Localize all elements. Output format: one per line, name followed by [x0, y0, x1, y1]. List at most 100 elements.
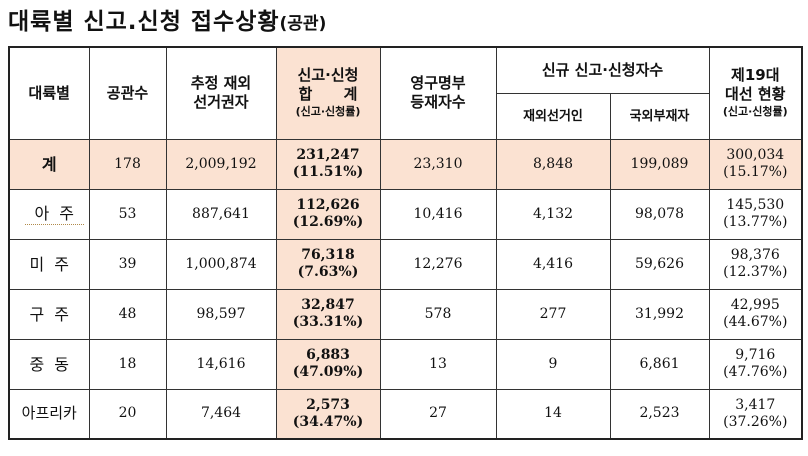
header-region: 대륙별	[8, 46, 90, 140]
cell-report-rate: (47.09%)	[292, 364, 364, 380]
region-label: 구주	[8, 288, 90, 340]
header-report-line2: 합 계	[298, 85, 358, 104]
cell-permanent: 10,416	[379, 188, 497, 240]
header-permanent-line2: 등재자수	[410, 93, 466, 112]
header-estimated-voters: 추정 재외 선거권자	[165, 46, 277, 140]
region-label-text: 아프리카	[21, 404, 77, 423]
cell-permanent: 12,276	[379, 238, 497, 290]
cell-missions: 53	[88, 188, 167, 240]
cell-report-rate: (34.47%)	[292, 413, 364, 430]
cell-overseas: 4,132	[495, 188, 611, 240]
cell-overseas: 4,416	[495, 238, 611, 290]
cell-report-value: 2,573	[306, 396, 350, 413]
table-row: 미주 39 1,000,874 76,318 (7.63%) 12,276 4,…	[8, 238, 803, 290]
cell-estimated: 887,641	[165, 188, 277, 240]
cell-report: 32,847 (33.31%)	[275, 288, 381, 340]
cell-missions: 20	[88, 388, 167, 440]
total-permanent: 23,310	[379, 138, 497, 190]
cell-e19-rate: (37.26%)	[723, 413, 788, 430]
total-estimated: 2,009,192	[165, 138, 277, 190]
cell-report-value: 6,883	[306, 347, 350, 363]
cell-estimated: 7,464	[165, 388, 277, 440]
total-row: 계 178 2,009,192 231,247 (11.51%) 23,310 …	[8, 138, 803, 190]
total-absentee: 199,089	[609, 138, 710, 190]
total-label: 계	[8, 138, 90, 190]
status-table: 대륙별 공관수 추정 재외 선거권자 신고·신청 합 계 (신고·신청률) 영구…	[8, 46, 804, 440]
cell-absentee: 59,626	[609, 238, 710, 290]
total-report-value: 231,247	[296, 147, 360, 163]
header-report-note: (신고·신청률)	[295, 105, 361, 119]
region-label-text: 중동	[29, 354, 79, 374]
header-estimated-line2: 선거권자	[193, 93, 249, 112]
cell-report-value: 76,318	[301, 247, 355, 263]
cell-permanent: 27	[379, 388, 497, 440]
cell-report-value: 112,626	[296, 197, 360, 213]
title-suffix: (공관)	[279, 14, 327, 34]
cell-report: 76,318 (7.63%)	[275, 238, 381, 290]
page-title: 대륙별 신고.신청 접수상황(공관)	[8, 4, 326, 40]
cell-missions: 18	[88, 338, 167, 390]
cell-absentee: 98,078	[609, 188, 710, 240]
cell-overseas: 277	[495, 288, 611, 340]
cell-estimated: 1,000,874	[165, 238, 277, 290]
cell-e19: 145,530 (13.77%)	[708, 188, 803, 240]
table-row: 중동 18 14,616 6,883 (47.09%) 13 9 6,861 9…	[8, 338, 803, 390]
cell-e19: 9,716 (47.76%)	[708, 338, 803, 390]
header-report-total: 신고·신청 합 계 (신고·신청률)	[275, 46, 381, 140]
total-overseas: 8,848	[495, 138, 611, 190]
region-label-text: 구주	[29, 304, 79, 324]
cell-e19-rate: (44.67%)	[723, 314, 788, 330]
cell-absentee: 2,523	[609, 388, 710, 440]
cell-e19-value: 3,417	[735, 396, 776, 413]
total-e19-rate: (15.17%)	[723, 164, 788, 180]
cell-report-rate: (12.69%)	[292, 214, 364, 230]
region-label: 미주	[8, 238, 90, 290]
total-report: 231,247 (11.51%)	[275, 138, 381, 190]
cell-estimated: 98,597	[165, 288, 277, 340]
table-row: 아주 53 887,641 112,626 (12.69%) 10,416 4,…	[8, 188, 803, 240]
header-missions: 공관수	[88, 46, 167, 140]
cell-permanent: 13	[379, 338, 497, 390]
cell-e19-value: 98,376	[730, 247, 780, 263]
region-label: 중동	[8, 338, 90, 390]
table-row: 구주 48 98,597 32,847 (33.31%) 578 277 31,…	[8, 288, 803, 340]
cell-absentee: 31,992	[609, 288, 710, 340]
cell-e19-rate: (12.37%)	[723, 264, 788, 280]
cell-e19: 42,995 (44.67%)	[708, 288, 803, 340]
cell-overseas: 14	[495, 388, 611, 440]
title-main: 대륙별 신고.신청 접수상황	[8, 9, 280, 35]
cell-permanent: 578	[379, 288, 497, 340]
header-election-19: 제19대 대선 현황 (신고·신청률)	[708, 46, 803, 140]
cell-overseas: 9	[495, 338, 611, 390]
header-e19-line2: 대선 현황	[725, 85, 786, 104]
header-abroad-absentee: 국외부재자	[609, 92, 710, 140]
cell-e19: 3,417 (37.26%)	[708, 388, 803, 440]
header-permanent: 영구명부 등재자수	[379, 46, 497, 140]
cell-e19-rate: (13.77%)	[723, 214, 788, 230]
cell-missions: 39	[88, 238, 167, 290]
region-label: 아프리카	[8, 388, 90, 440]
header-estimated-line1: 추정 재외	[190, 74, 252, 93]
cell-e19-value: 9,716	[735, 347, 776, 363]
region-label-text: 미주	[29, 254, 79, 274]
header-e19-note: (신고·신청률)	[722, 105, 788, 119]
cell-report-value: 32,847	[301, 297, 355, 313]
cell-e19: 98,376 (12.37%)	[708, 238, 803, 290]
cell-e19-value: 145,530	[726, 197, 785, 213]
region-label: 아주	[8, 188, 90, 240]
cell-report-rate: (7.63%)	[297, 264, 359, 280]
cell-estimated: 14,616	[165, 338, 277, 390]
total-report-rate: (11.51%)	[292, 164, 364, 180]
cell-e19-value: 42,995	[730, 297, 780, 313]
header-new-group: 신규 신고·신청자수	[495, 46, 710, 94]
cell-report: 112,626 (12.69%)	[275, 188, 381, 240]
total-missions: 178	[88, 138, 167, 190]
cell-report: 6,883 (47.09%)	[275, 338, 381, 390]
header-permanent-line1: 영구명부	[410, 74, 466, 93]
header-row-1: 대륙별 공관수 추정 재외 선거권자 신고·신청 합 계 (신고·신청률) 영구…	[8, 46, 803, 140]
cell-report-rate: (33.31%)	[292, 314, 364, 330]
total-e19-value: 300,034	[726, 147, 785, 163]
header-e19-line1: 제19대	[731, 66, 780, 85]
header-overseas-voter: 재외선거인	[495, 92, 611, 140]
cell-e19-rate: (47.76%)	[723, 364, 788, 380]
